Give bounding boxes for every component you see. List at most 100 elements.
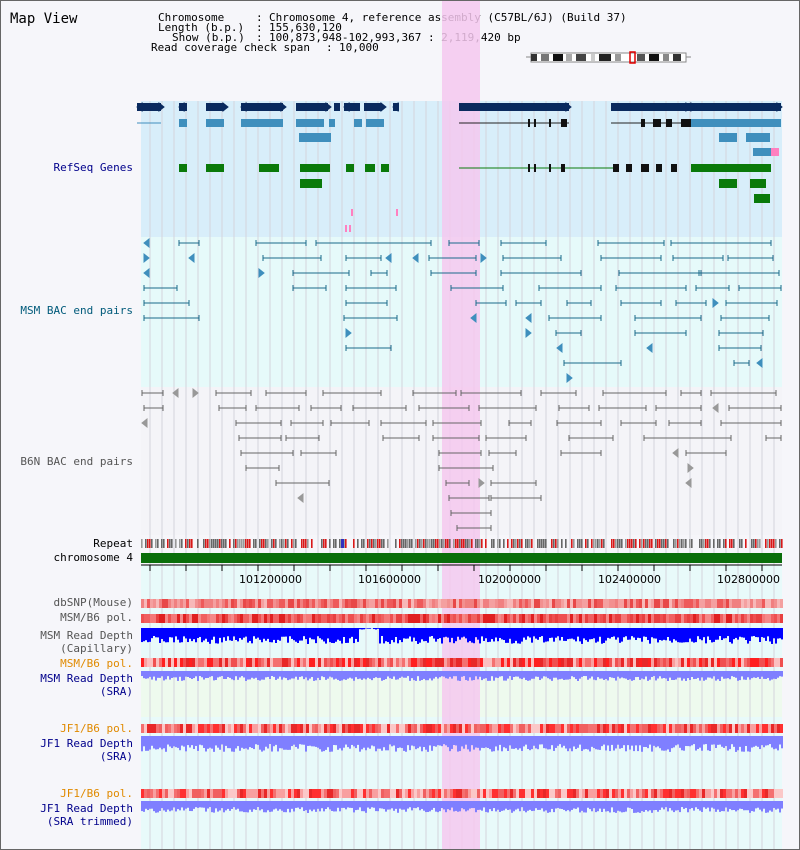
polymorphism-cell bbox=[546, 658, 549, 667]
read-depth-bar bbox=[711, 671, 713, 679]
polymorphism-cell bbox=[546, 789, 549, 798]
read-depth-bar bbox=[585, 801, 587, 813]
read-depth-bar bbox=[651, 736, 653, 752]
polymorphism-cell bbox=[459, 658, 462, 667]
polymorphism-cell bbox=[402, 614, 405, 623]
read-depth-bar bbox=[651, 671, 653, 678]
read-depth-bar bbox=[671, 736, 673, 749]
polymorphism-cell bbox=[279, 658, 282, 667]
repeat-element bbox=[459, 539, 461, 548]
polymorphism-cell bbox=[183, 614, 186, 623]
bac-end-arrow bbox=[525, 312, 532, 324]
read-depth-bar bbox=[567, 736, 569, 752]
polymorphism-cell bbox=[720, 789, 723, 798]
repeat-element bbox=[439, 539, 441, 548]
polymorphism-cell bbox=[540, 599, 543, 608]
polymorphism-cell bbox=[489, 614, 492, 623]
polymorphism-cell bbox=[327, 724, 330, 733]
read-depth-bar bbox=[705, 736, 707, 745]
read-depth-bar bbox=[153, 736, 155, 749]
read-depth-bar bbox=[605, 628, 607, 641]
polymorphism-cell bbox=[528, 658, 531, 667]
polymorphism-cell bbox=[174, 599, 177, 608]
polymorphism-cell bbox=[285, 789, 288, 798]
read-depth-bar bbox=[179, 671, 181, 677]
polymorphism-cell bbox=[519, 599, 522, 608]
read-depth-bar bbox=[187, 628, 189, 643]
polymorphism-cell bbox=[309, 724, 312, 733]
read-depth-bar bbox=[643, 736, 645, 747]
polymorphism-cell bbox=[147, 789, 150, 798]
polymorphism-cell bbox=[360, 658, 363, 667]
read-depth-bar bbox=[759, 628, 761, 643]
read-depth-bar bbox=[199, 671, 201, 677]
read-depth-bar bbox=[485, 671, 487, 679]
read-depth-bar bbox=[443, 671, 445, 677]
read-depth-bar bbox=[411, 801, 413, 811]
read-depth-bar bbox=[413, 801, 415, 808]
read-depth-bar bbox=[449, 671, 451, 677]
repeat-element bbox=[405, 539, 407, 548]
polymorphism-cell bbox=[240, 658, 243, 667]
polymorphism-cell bbox=[267, 789, 270, 798]
polymorphism-cell bbox=[366, 658, 369, 667]
read-depth-bar bbox=[451, 671, 453, 679]
read-depth-bar bbox=[245, 736, 247, 749]
polymorphism-cell bbox=[618, 724, 621, 733]
polymorphism-cell bbox=[153, 658, 156, 667]
ideogram-band bbox=[615, 54, 621, 61]
read-depth-bar bbox=[715, 736, 717, 749]
repeat-element bbox=[645, 539, 647, 548]
read-depth-bar bbox=[297, 801, 299, 808]
repeat-element bbox=[685, 539, 687, 548]
polymorphism-cell bbox=[297, 614, 300, 623]
read-depth-bar bbox=[539, 628, 541, 638]
read-depth-bar bbox=[505, 671, 507, 681]
polymorphism-cell bbox=[324, 724, 327, 733]
read-depth-bar bbox=[391, 801, 393, 809]
read-depth-bar bbox=[443, 628, 445, 638]
ideogram-band bbox=[663, 54, 669, 61]
polymorphism-cell bbox=[297, 789, 300, 798]
read-depth-bar bbox=[611, 801, 613, 808]
polymorphism-cell bbox=[612, 724, 615, 733]
polymorphism-cell bbox=[267, 614, 270, 623]
read-depth-bar bbox=[745, 736, 747, 746]
repeat-element bbox=[301, 539, 303, 548]
read-depth-bar bbox=[385, 628, 387, 642]
polymorphism-cell bbox=[564, 599, 567, 608]
polymorphism-cell bbox=[195, 599, 198, 608]
read-depth-bar bbox=[187, 801, 189, 808]
polymorphism-cell bbox=[222, 599, 225, 608]
polymorphism-cell bbox=[336, 599, 339, 608]
polymorphism-cell bbox=[576, 599, 579, 608]
polymorphism-cell bbox=[480, 658, 483, 667]
repeat-element bbox=[295, 539, 297, 548]
polymorphism-cell bbox=[408, 614, 411, 623]
read-depth-bar bbox=[579, 736, 581, 745]
read-depth-bar bbox=[655, 736, 657, 748]
read-depth-bar bbox=[669, 736, 671, 752]
read-depth-bar bbox=[195, 628, 197, 643]
read-depth-bar bbox=[293, 801, 295, 812]
read-depth-bar bbox=[583, 628, 585, 639]
read-depth-bar bbox=[219, 736, 221, 750]
polymorphism-cell bbox=[627, 599, 630, 608]
read-depth-bar bbox=[221, 671, 223, 677]
polymorphism-cell bbox=[249, 724, 252, 733]
read-depth-bar bbox=[549, 671, 551, 680]
read-depth-bar bbox=[397, 736, 399, 749]
polymorphism-cell bbox=[303, 789, 306, 798]
read-depth-bar bbox=[251, 671, 253, 678]
read-depth-bar bbox=[217, 671, 219, 678]
read-depth-bar bbox=[411, 671, 413, 679]
repeat-element bbox=[307, 539, 309, 548]
repeat-element bbox=[411, 539, 413, 548]
polymorphism-cell bbox=[276, 614, 279, 623]
read-depth-bar bbox=[365, 671, 367, 680]
polymorphism-cell bbox=[270, 789, 273, 798]
repeat-element bbox=[243, 539, 245, 548]
read-depth-bar bbox=[483, 671, 485, 679]
polymorphism-cell bbox=[468, 789, 471, 798]
